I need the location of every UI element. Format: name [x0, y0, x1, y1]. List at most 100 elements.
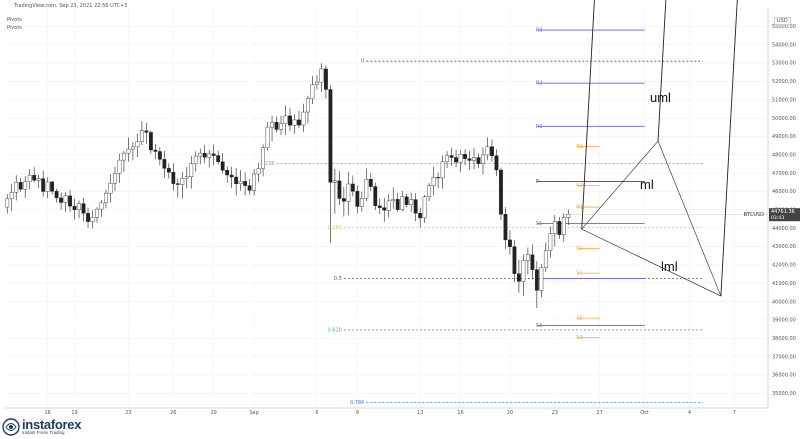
candle-body [427, 185, 432, 198]
candle-body [54, 191, 59, 199]
candle-body [395, 199, 400, 210]
candle-body [350, 183, 355, 192]
instaforex-logo-icon [2, 418, 20, 436]
candle-body [108, 183, 113, 194]
last-price-tag [769, 208, 800, 222]
candle [243, 172, 248, 196]
candle-body [131, 146, 135, 150]
instaforex-logo: instaforex Instant Forex Trading [2, 416, 81, 438]
candle [108, 174, 113, 203]
candle [252, 169, 257, 196]
x-tick-label: 23 [552, 410, 558, 416]
candle-body [5, 198, 10, 208]
pitchfork-base [581, 228, 722, 297]
x-tick-label: 16 [44, 410, 50, 416]
candle-body [126, 148, 131, 154]
candle [543, 242, 548, 272]
candle-body [534, 269, 539, 291]
candle-body [557, 221, 562, 235]
candle [368, 173, 373, 192]
candle [315, 75, 319, 90]
candle-body [252, 173, 257, 191]
candle-body [23, 181, 28, 190]
candle [265, 122, 270, 151]
candle-body [530, 254, 535, 270]
candle-body [382, 207, 387, 211]
candle [162, 150, 167, 178]
candle [126, 137, 131, 162]
pivot-label-P: P [536, 179, 539, 185]
candle-body [422, 196, 427, 219]
y-tick-label: 51000.00 [772, 97, 796, 103]
candle [472, 147, 476, 170]
candle-body [265, 126, 270, 148]
candle-body [404, 196, 409, 205]
candle [166, 163, 171, 179]
candle [458, 150, 463, 173]
candle [431, 166, 436, 196]
candle-body [454, 157, 458, 163]
candle-body [36, 178, 41, 181]
candle-body [346, 183, 351, 202]
candle [261, 144, 265, 177]
candle [175, 178, 180, 198]
price-axis: 35000.00 36000.00 37000.00 38000.00 39000.00… [568, 24, 800, 397]
y-tick-label: 40000.00 [772, 299, 796, 305]
candle-body [508, 239, 512, 247]
indicator-label-pivots-2[interactable]: Pivots [7, 25, 22, 31]
candle [14, 175, 19, 201]
candle [481, 147, 485, 175]
pivot-mid-label-R1: R1 [576, 205, 583, 211]
y-tick-label: 47000.00 [772, 171, 796, 177]
x-tick-label: 27 [597, 410, 603, 416]
candle [346, 171, 351, 216]
candle [279, 115, 283, 135]
candle [23, 176, 28, 198]
candle-body [418, 212, 423, 219]
candle-body [81, 203, 86, 214]
candle [382, 197, 387, 222]
candle-body [229, 174, 234, 178]
candle [494, 149, 499, 177]
candle [373, 182, 378, 211]
candle-body [184, 176, 189, 179]
candle-body [377, 205, 382, 208]
candle-body [211, 153, 216, 156]
candle [104, 189, 108, 209]
candle [211, 144, 216, 166]
candle [512, 239, 517, 283]
candle-body [324, 68, 328, 90]
candle-body [72, 205, 77, 211]
candle [503, 207, 508, 250]
candle [364, 168, 369, 202]
candle-body [440, 161, 445, 179]
pivot-mid-label-R2: R2 [576, 183, 583, 189]
candle-body [279, 123, 283, 130]
candle-body [68, 195, 72, 207]
fib-label-0.618: 0.618 [328, 327, 342, 333]
candle-body [472, 157, 476, 161]
candle [234, 168, 239, 196]
candle [561, 213, 566, 242]
candle [63, 192, 68, 212]
candle [521, 254, 526, 296]
y-tick-label: 44000.00 [772, 226, 796, 232]
candle [36, 174, 41, 188]
candle [5, 194, 10, 214]
candle [499, 167, 503, 221]
x-tick-label: 6 [315, 410, 318, 416]
candlestick-series [5, 63, 571, 308]
pitchfork-line-lml [720, 0, 738, 297]
candle-body [494, 155, 499, 171]
candle [216, 150, 221, 165]
candle-body [117, 159, 122, 174]
pivot-mid-label-S1: S1 [576, 271, 582, 277]
candle-body [274, 121, 279, 130]
pitchfork: uml ml lml [581, 0, 738, 297]
logo-name: instaforex [22, 417, 82, 433]
y-tick-label: 46000.00 [772, 189, 796, 195]
last-price-value: 44761.36 [771, 209, 795, 215]
candle [117, 153, 122, 184]
indicator-label-pivots-1[interactable]: Pivots [7, 17, 22, 23]
